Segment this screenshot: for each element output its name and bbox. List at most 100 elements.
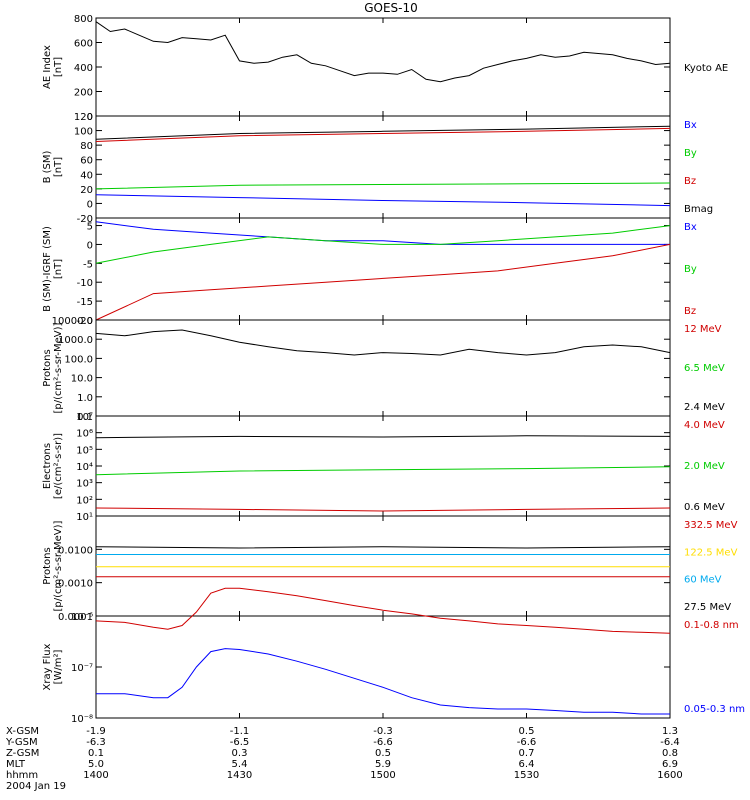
ephemeris-value: 1400	[83, 770, 108, 781]
y-tick-label: 10⁶	[76, 429, 93, 440]
ephemeris-value: 1430	[227, 770, 252, 781]
legend-entry: 0.1-0.8 nm	[684, 620, 739, 631]
legend-entry: Bx	[684, 222, 697, 233]
series-line-4-0-mev	[95, 507, 671, 512]
series-line-bx	[95, 194, 671, 207]
y-axis-label: B (SM)	[42, 150, 53, 183]
series-line-by	[95, 225, 671, 264]
ephemeris-value: -6.5	[230, 737, 250, 748]
legend-entry: Bz	[684, 306, 696, 317]
series-line-kyoto-ae	[95, 21, 671, 83]
y-tick-label: 40	[80, 170, 93, 181]
legend-entry: 0.6 MeV	[684, 502, 725, 513]
legend-entry: 6.5 MeV	[684, 363, 725, 374]
y-tick-label: 20	[80, 185, 93, 196]
y-tick-label: 0	[87, 199, 93, 210]
ephemeris-value: 0.1	[88, 748, 104, 759]
ephemeris-value: 1.3	[662, 726, 678, 737]
panel-frame	[95, 515, 671, 617]
y-tick-label: 800	[74, 14, 93, 25]
legend-entry: Bmag	[684, 204, 713, 215]
y-axis-label: [p/(cm²-s-sr-MeV)]	[53, 520, 64, 611]
series-line-bmag	[95, 125, 671, 140]
ephemeris-row-label: X-GSM	[6, 726, 39, 737]
legend-entry: 2.4 MeV	[684, 402, 725, 413]
y-tick-label: -20	[77, 316, 93, 327]
ephemeris-value: 0.3	[232, 748, 248, 759]
ephemeris-value: -6.6	[373, 737, 393, 748]
ephemeris-value: 1600	[657, 770, 682, 781]
y-tick-label: 5	[87, 222, 93, 233]
y-axis-label: [p/(cm²-s-sr-MeV)]	[53, 322, 64, 413]
y-tick-label: 100.0	[64, 354, 93, 365]
legend-entry: 2.0 MeV	[684, 461, 725, 472]
y-tick-label: 600	[74, 39, 93, 50]
y-axis-label: Protons	[42, 547, 53, 584]
legend-entry: 332.5 MeV	[684, 520, 738, 531]
y-axis-label: [W/m²]	[53, 649, 64, 684]
legend-entry: 4.0 MeV	[684, 420, 725, 431]
footer-ephemeris: X-GSM -1.9 -1.1 -0.3 0.5 1.3 Y-GSM -6.3 -6.5 -6.6…	[5, 726, 683, 792]
y-tick-label: 10⁻⁶	[71, 612, 93, 623]
series-line-2-0-mev	[95, 466, 671, 476]
ephemeris-row-label: MLT	[6, 759, 26, 770]
ephemeris-value: -0.3	[373, 726, 393, 737]
ephemeris-row-label: hhmm	[6, 770, 38, 781]
y-tick-label: 60	[80, 156, 93, 167]
y-tick-label: 10³	[76, 479, 93, 490]
legend-entry: 0.05-0.3 nm	[684, 704, 745, 715]
legend-entry: 12 MeV	[684, 324, 722, 335]
legend-entry: Bz	[684, 176, 696, 187]
y-tick-label: -15	[77, 297, 93, 308]
ephemeris-value: -6.6	[517, 737, 537, 748]
panel-1: 0 200 400 600 800 AE Index [nT] Kyoto AE	[42, 14, 728, 123]
y-tick-label: 10⁻⁷	[71, 663, 93, 674]
panel-4: 0.1 1.0 10.0 100.0 1000.0 10000.0 Protons [p/(c…	[42, 316, 725, 423]
ephemeris-value: -1.9	[86, 726, 106, 737]
panel-frame	[95, 217, 671, 321]
ephemeris-value: 1500	[370, 770, 395, 781]
ephemeris-value: 5.0	[88, 759, 104, 770]
y-tick-label: -20	[77, 214, 93, 225]
y-tick-label: 10²	[76, 495, 93, 506]
legend-entry: 122.5 MeV	[684, 547, 738, 558]
y-tick-label: 120	[74, 112, 93, 123]
y-tick-label: -5	[83, 259, 93, 270]
y-tick-label: 0	[87, 240, 93, 251]
y-tick-label: 200	[74, 88, 93, 99]
y-axis-label: [nT]	[53, 259, 64, 279]
y-tick-label: 1000.0	[58, 335, 93, 346]
y-tick-label: 10.0	[71, 374, 93, 385]
ephemeris-value: 0.8	[662, 748, 678, 759]
series-line-2-4-mev	[95, 329, 671, 356]
series-line-bx	[95, 221, 670, 245]
y-tick-label: 10⁴	[76, 462, 93, 473]
y-tick-label: 0.0010	[58, 579, 93, 590]
legend-entry: By	[684, 148, 697, 159]
series-line-0-6-mev	[95, 435, 671, 439]
ephemeris-value: 0.5	[519, 726, 535, 737]
y-tick-label: 100	[74, 127, 93, 138]
y-axis-label: [nT]	[53, 157, 64, 177]
series-line-0-05-0-3-nm	[96, 648, 670, 715]
panel-frame	[95, 615, 671, 719]
y-axis-label: B (SM)-IGRF (SM)	[42, 226, 53, 312]
series-line-0-1-0-8-nm	[95, 587, 671, 634]
panel-6: 0.0001 0.0010 0.0100 Protons [p/(cm²-s-sr-Me…	[42, 515, 738, 623]
y-tick-label: 10⁷	[76, 412, 93, 423]
ephemeris-row-label: Y-GSM	[5, 737, 38, 748]
ephemeris-value: 5.9	[375, 759, 391, 770]
y-axis-label: [nT]	[53, 57, 64, 77]
panel-frame	[95, 17, 671, 117]
y-axis-label: Protons	[42, 349, 53, 386]
y-tick-label: 0	[87, 112, 93, 123]
y-tick-label: 0.0100	[58, 545, 93, 556]
ephemeris-value: 0.7	[519, 748, 535, 759]
y-tick-label: 80	[80, 141, 93, 152]
chart-title: GOES-10	[364, 1, 418, 15]
ephemeris-value: 0.5	[375, 748, 391, 759]
panel-frame	[95, 319, 671, 417]
ephemeris-value: 6.4	[519, 759, 535, 770]
